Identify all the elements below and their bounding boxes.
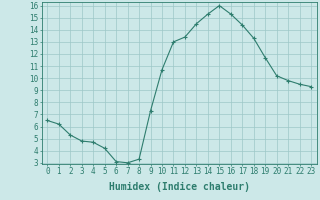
X-axis label: Humidex (Indice chaleur): Humidex (Indice chaleur) xyxy=(109,182,250,192)
